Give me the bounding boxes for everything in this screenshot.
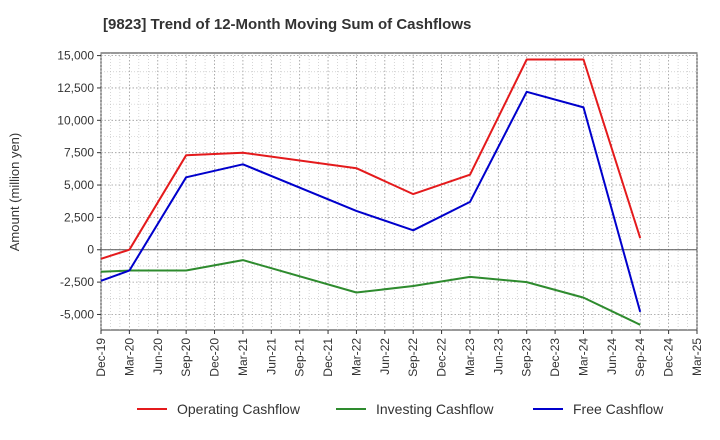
x-tick-label: Dec-20: [208, 338, 222, 377]
plot-frame: [100, 52, 698, 331]
x-tick-label: Sep-21: [293, 338, 307, 377]
y-tick-label: 10,000: [57, 113, 94, 127]
x-tick-label: Mar-20: [122, 338, 136, 376]
x-tick-label: Sep-20: [179, 338, 193, 377]
x-tick-label: Mar-22: [349, 338, 363, 376]
y-axis-ticks: -5,000 -2,500 0 2,500 5,000 7,500 10,000 12,500…: [57, 49, 101, 321]
legend-label: Investing Cashflow: [376, 401, 494, 417]
plot-area: [100, 52, 698, 331]
x-tick-label: Mar-24: [576, 338, 590, 376]
x-tick-label: Jun-20: [151, 338, 165, 375]
x-tick-label: Dec-24: [662, 338, 676, 377]
y-tick-label: 5,000: [64, 178, 94, 192]
x-tick-label: Jun-22: [378, 338, 392, 375]
y-tick-label: 12,500: [57, 81, 94, 95]
legend-label: Free Cashflow: [573, 401, 664, 417]
x-tick-label: Jun-23: [491, 338, 505, 375]
x-tick-label: Jun-21: [264, 338, 278, 375]
y-tick-label: -5,000: [60, 307, 94, 321]
x-tick-label: Dec-22: [435, 338, 449, 377]
y-tick-label: -2,500: [60, 275, 94, 289]
chart-title: [9823] Trend of 12-Month Moving Sum of C…: [103, 16, 471, 33]
legend: Operating Cashflow Investing Cashflow Free…: [137, 401, 664, 417]
y-tick-label: 7,500: [64, 146, 94, 160]
x-tick-label: Jun-24: [605, 338, 619, 375]
series-line-operating-cashflow: [100, 58, 642, 260]
series-line-investing-cashflow: [100, 259, 641, 326]
x-tick-label: Sep-22: [406, 338, 420, 377]
x-tick-label: Mar-25: [690, 338, 704, 376]
legend-label: Operating Cashflow: [177, 401, 301, 417]
y-tick-label: 0: [87, 243, 94, 257]
x-tick-label: Mar-23: [463, 338, 477, 376]
x-tick-label: Sep-24: [633, 338, 647, 377]
x-axis-ticks: Dec-19 Mar-20 Jun-20 Sep-20 Dec-20 Mar-21 Jun-…: [94, 330, 704, 377]
y-tick-label: 15,000: [57, 49, 94, 63]
series-lines: [100, 58, 642, 326]
x-tick-label: Mar-21: [236, 338, 250, 376]
x-tick-label: Dec-19: [94, 338, 108, 377]
x-tick-label: Dec-21: [321, 338, 335, 377]
x-tick-label: Sep-23: [520, 338, 534, 377]
series-line-free-cashflow: [100, 90, 642, 313]
y-tick-label: 2,500: [64, 210, 94, 224]
x-tick-label: Dec-23: [548, 338, 562, 377]
y-axis-label: Amount (million yen): [7, 133, 22, 252]
